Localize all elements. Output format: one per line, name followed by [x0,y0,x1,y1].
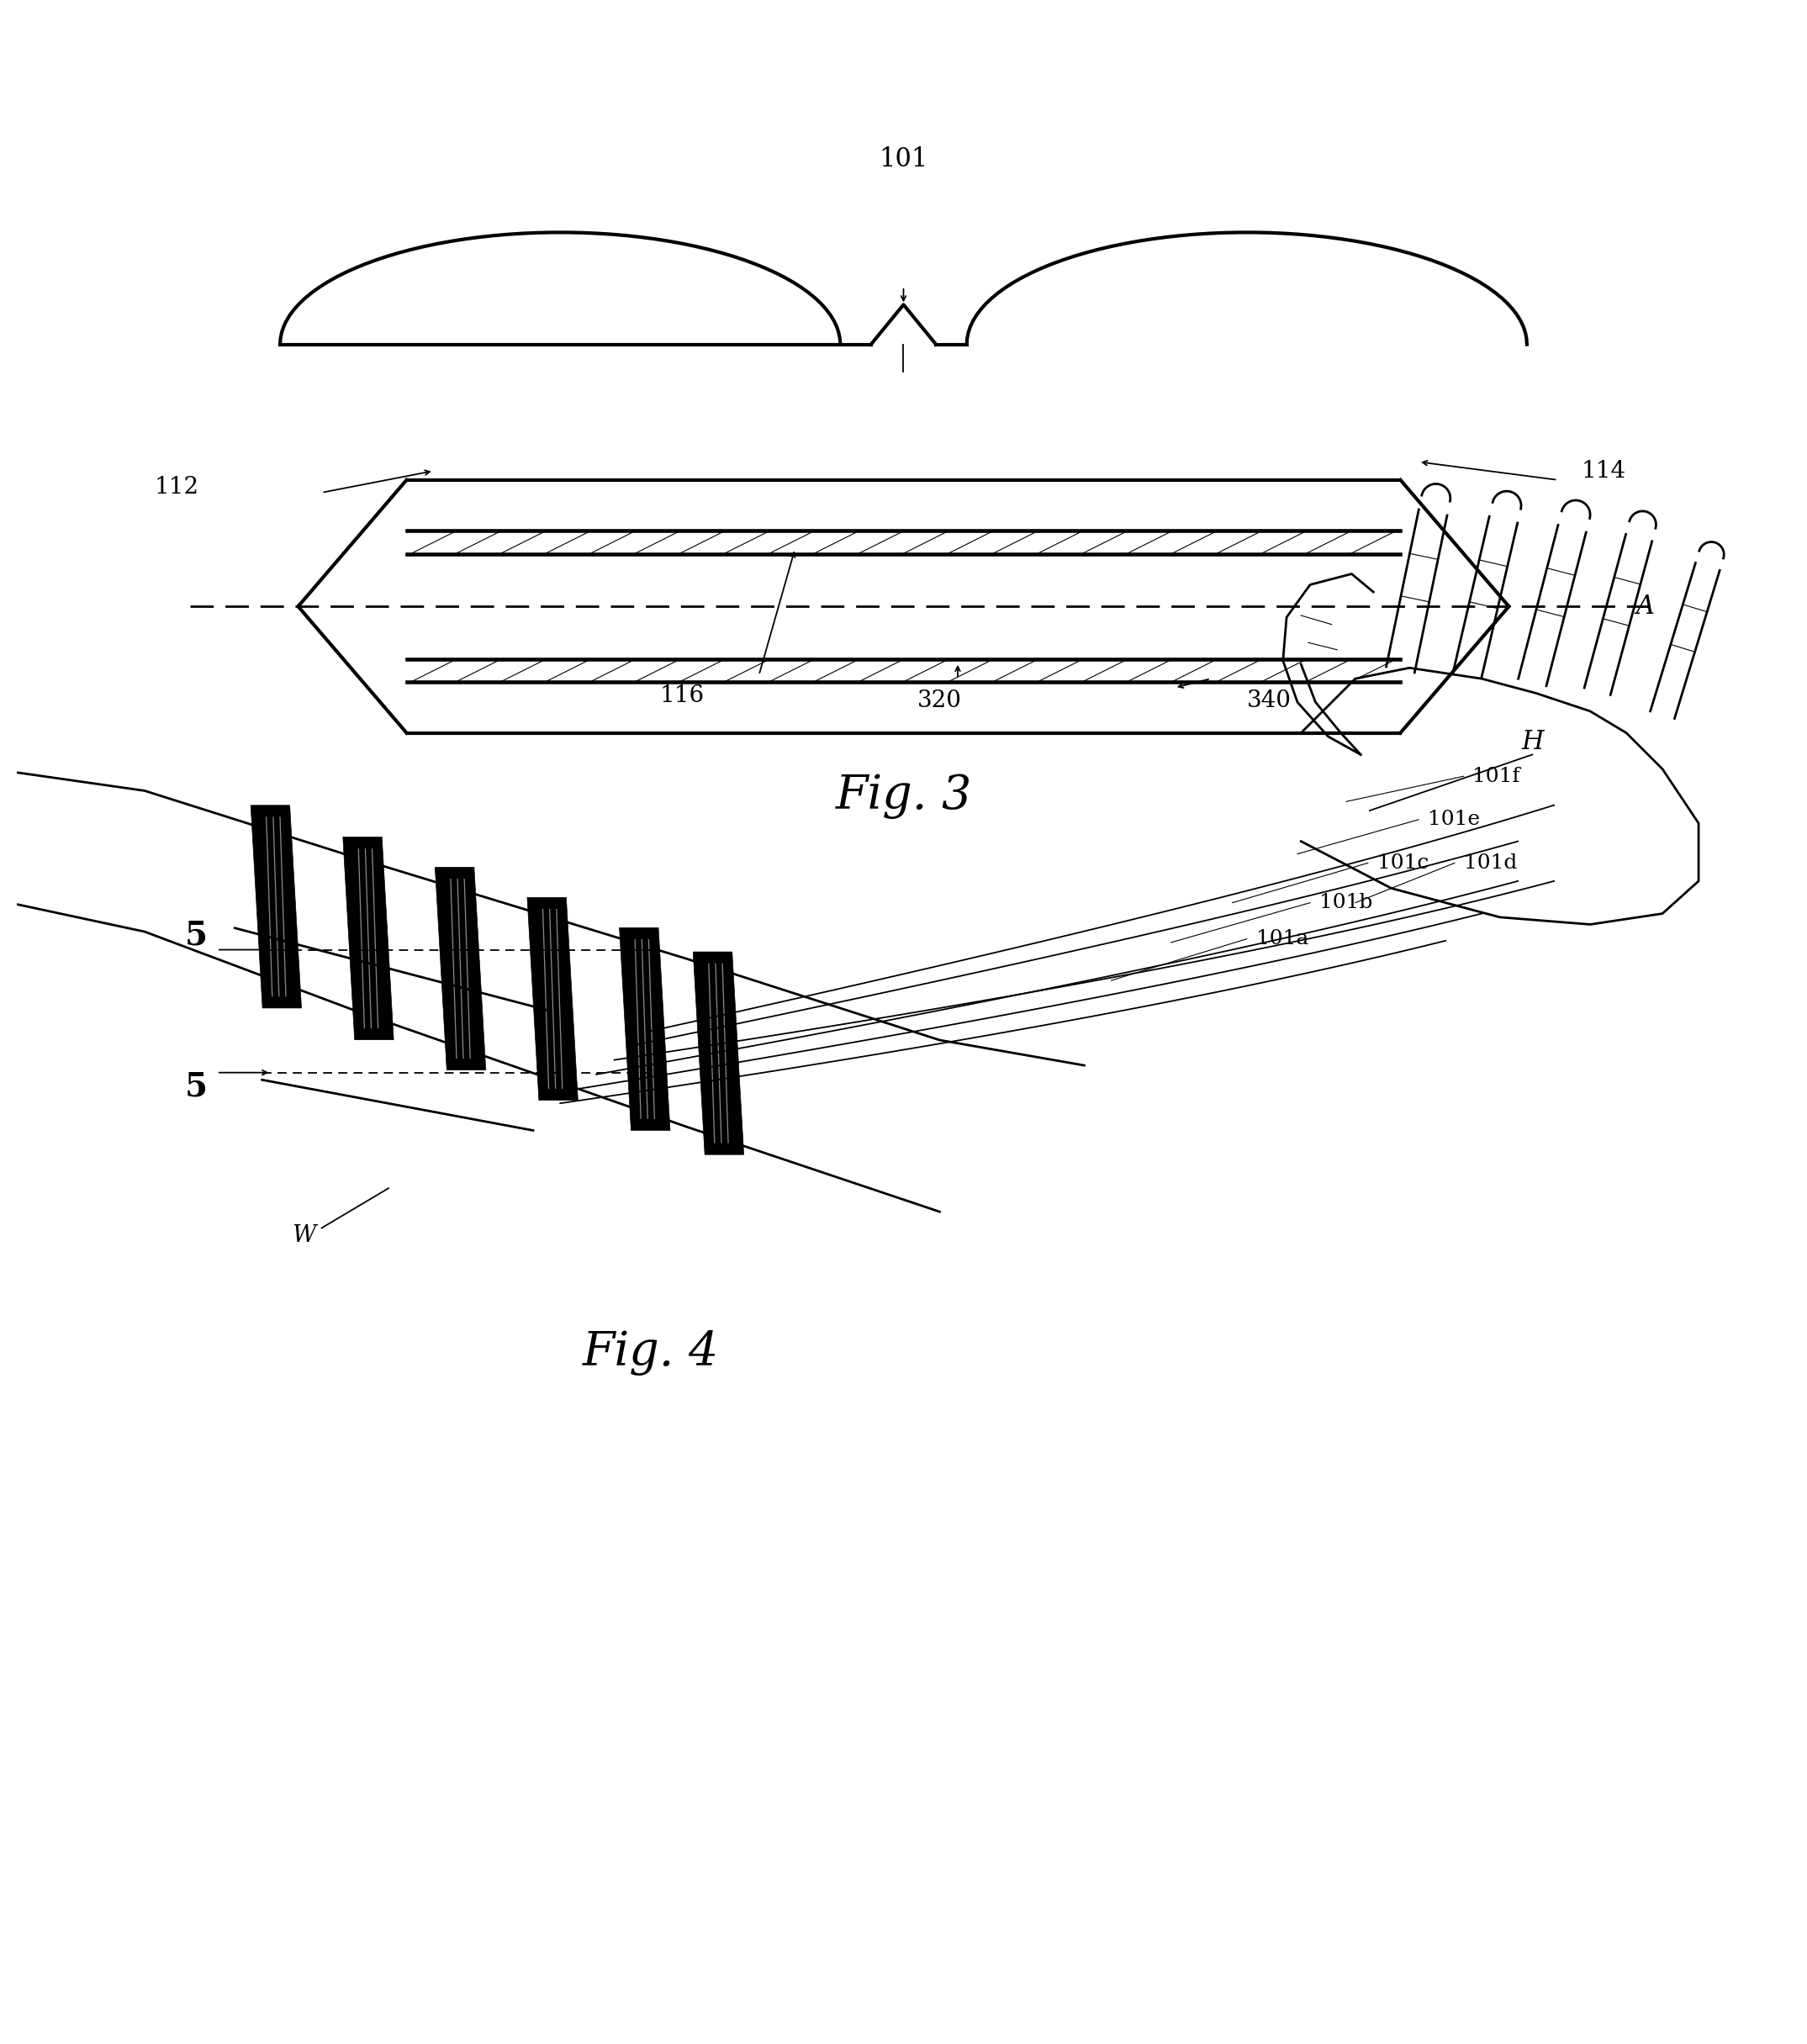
Text: H: H [1521,730,1543,754]
Text: 101a: 101a [1256,930,1308,948]
Text: 320: 320 [918,689,961,711]
Text: Fig. 4: Fig. 4 [582,1329,719,1376]
Text: 101f: 101f [1473,766,1520,787]
Polygon shape [694,953,744,1155]
Text: 112: 112 [154,476,199,499]
Text: 5: 5 [184,1071,208,1104]
Text: 340: 340 [1247,689,1292,711]
Text: 116: 116 [660,685,705,707]
Polygon shape [251,805,302,1008]
Text: 101: 101 [878,147,929,174]
Text: 114: 114 [1581,460,1626,482]
Text: Fig. 3: Fig. 3 [835,773,972,820]
Polygon shape [528,897,578,1100]
Text: W: W [293,1224,316,1247]
Text: A: A [1635,593,1653,619]
Text: 5: 5 [184,920,208,950]
Text: 101c: 101c [1377,852,1429,873]
Polygon shape [343,838,394,1040]
Text: 101e: 101e [1428,809,1480,830]
Polygon shape [435,867,486,1069]
Text: 101d: 101d [1464,852,1516,873]
Text: 101b: 101b [1319,893,1372,912]
Polygon shape [620,928,670,1130]
